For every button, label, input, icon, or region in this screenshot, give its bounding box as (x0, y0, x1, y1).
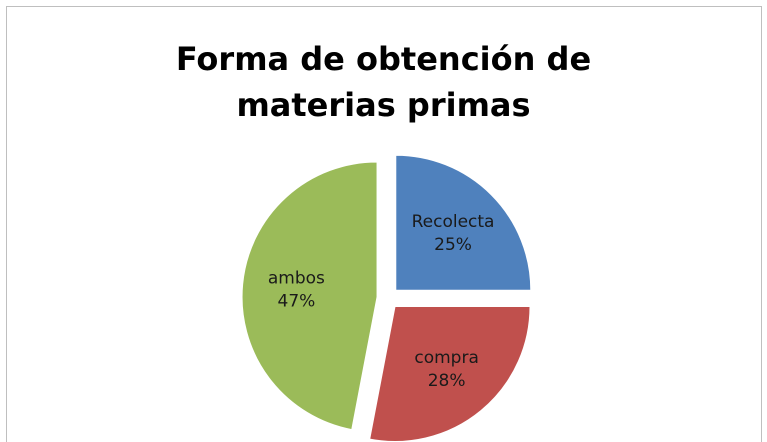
pie-slice (369, 305, 531, 442)
slice-label: Recolecta (412, 212, 495, 232)
slice-value-label: 47% (278, 291, 316, 311)
chart-title: Forma de obtención de materias primas (175, 40, 592, 124)
slice-value-label: 25% (434, 235, 472, 255)
slice-label: compra (414, 348, 479, 368)
pie-slice (395, 154, 532, 291)
slice-label: ambos (268, 268, 325, 288)
slice-value-label: 28% (428, 371, 466, 391)
pie-slice (241, 161, 378, 431)
